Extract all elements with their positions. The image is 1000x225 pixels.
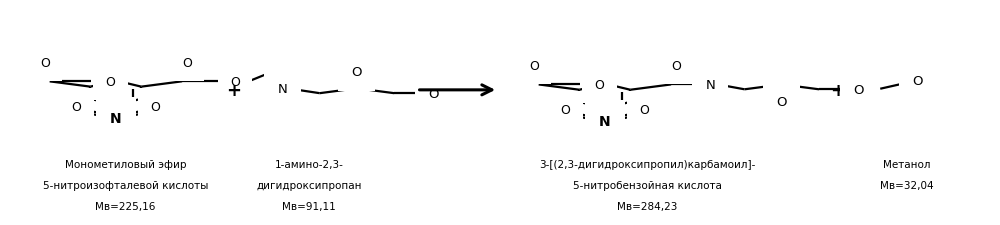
Text: Мв=225,16: Мв=225,16 [95, 201, 156, 211]
Text: Монометиловый эфир: Монометиловый эфир [65, 159, 186, 169]
Text: O: O [150, 101, 160, 114]
Text: 1-амино-2,3-: 1-амино-2,3- [274, 159, 343, 169]
Text: O: O [594, 79, 604, 92]
Text: N: N [278, 82, 287, 95]
Text: O: O [561, 104, 571, 117]
Text: N: N [599, 115, 611, 129]
Text: O: O [912, 75, 923, 88]
Text: O: O [777, 96, 787, 109]
Text: O: O [352, 65, 362, 78]
Text: Мв=284,23: Мв=284,23 [617, 201, 677, 211]
Text: O: O [671, 59, 681, 72]
Text: N: N [110, 112, 122, 126]
Text: O: O [230, 76, 240, 88]
Text: O: O [639, 104, 649, 117]
Text: O: O [529, 59, 539, 72]
Text: N: N [705, 79, 715, 92]
Text: 5-нитробензойная кислота: 5-нитробензойная кислота [573, 180, 721, 190]
Text: O: O [72, 101, 82, 114]
Text: O: O [428, 87, 439, 100]
Text: дигидроксипропан: дигидроксипропан [256, 180, 362, 190]
Text: +: + [831, 81, 846, 99]
Text: 5-нитроизофталевой кислоты: 5-нитроизофталевой кислоты [43, 180, 208, 190]
Text: +: + [226, 81, 241, 99]
Text: 3-[(2,3-дигидроксипропил)карбамоил]-: 3-[(2,3-дигидроксипропил)карбамоил]- [539, 159, 755, 169]
Text: Мв=91,11: Мв=91,11 [282, 201, 336, 211]
Text: O: O [105, 76, 115, 88]
Text: O: O [853, 83, 863, 96]
Text: Метанол: Метанол [883, 159, 930, 169]
Text: O: O [182, 56, 192, 69]
Text: O: O [40, 56, 50, 69]
Text: Мв=32,04: Мв=32,04 [880, 180, 934, 190]
